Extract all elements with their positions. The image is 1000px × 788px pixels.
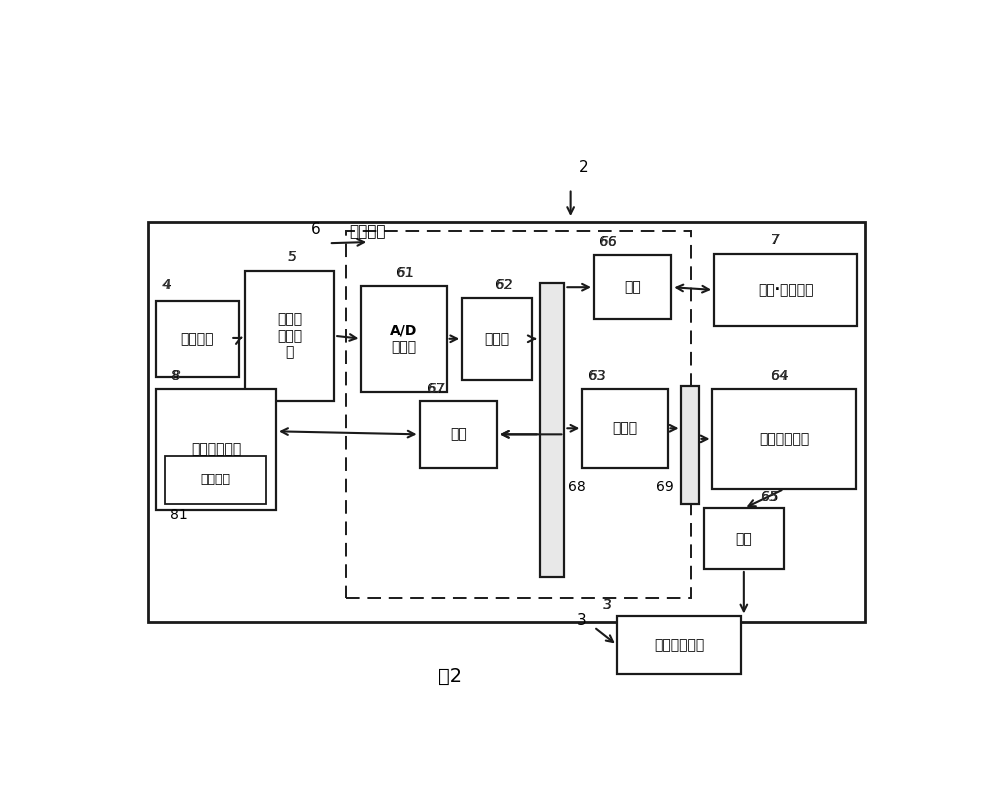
Text: 64: 64 — [771, 369, 788, 383]
Text: 控制器: 控制器 — [612, 422, 637, 435]
Text: 3: 3 — [576, 613, 586, 628]
Text: 图2: 图2 — [438, 667, 463, 686]
Text: 67: 67 — [427, 382, 445, 396]
Bar — [462, 298, 532, 380]
Text: 接口: 接口 — [624, 281, 641, 294]
Text: 69: 69 — [656, 480, 674, 494]
Text: 65: 65 — [761, 490, 778, 504]
Text: 3: 3 — [603, 597, 612, 611]
Bar — [165, 455, 266, 504]
Text: A/D
转换器: A/D 转换器 — [390, 324, 418, 354]
Text: 66: 66 — [599, 236, 617, 249]
Text: 7: 7 — [771, 233, 779, 247]
Text: 66: 66 — [599, 236, 617, 249]
Text: 67: 67 — [427, 382, 445, 396]
Text: 63: 63 — [588, 369, 605, 383]
Text: 3: 3 — [603, 597, 612, 611]
Text: 8: 8 — [172, 369, 180, 383]
Text: 数据处理装置: 数据处理装置 — [654, 638, 704, 652]
Text: 流体设备: 流体设备 — [201, 474, 231, 486]
Text: 8: 8 — [172, 369, 180, 383]
Text: 5: 5 — [288, 251, 296, 265]
Text: 6: 6 — [311, 222, 321, 237]
Bar — [361, 286, 447, 392]
Text: 65: 65 — [761, 490, 778, 504]
Bar — [148, 222, 865, 623]
Text: 62: 62 — [495, 277, 513, 292]
Text: 62: 62 — [495, 277, 513, 292]
Text: 接口: 接口 — [450, 427, 467, 441]
Bar — [617, 616, 741, 674]
Text: 61: 61 — [396, 266, 414, 280]
Bar — [540, 283, 564, 577]
Bar — [681, 386, 698, 504]
Text: 68: 68 — [568, 480, 586, 494]
Text: 7: 7 — [771, 233, 779, 247]
Bar — [582, 388, 668, 468]
Text: 4: 4 — [162, 277, 171, 292]
Bar — [712, 388, 856, 489]
Text: 接口: 接口 — [735, 532, 752, 546]
Text: 模拟信
号处理
器: 模拟信 号处理 器 — [277, 313, 302, 359]
Text: 数据分析单元: 数据分析单元 — [759, 432, 809, 446]
Bar — [704, 508, 784, 569]
Bar — [714, 254, 857, 326]
Bar — [156, 301, 239, 377]
Text: 演算器: 演算器 — [484, 332, 510, 346]
Text: 2: 2 — [578, 160, 588, 175]
Bar — [346, 231, 691, 598]
Text: 微机部分: 微机部分 — [350, 224, 386, 239]
Text: 81: 81 — [170, 508, 188, 522]
Text: 64: 64 — [771, 369, 788, 383]
Bar — [594, 255, 671, 319]
Text: 检测部分: 检测部分 — [181, 332, 214, 346]
Bar — [420, 401, 497, 468]
Bar — [245, 270, 334, 401]
Text: 5: 5 — [288, 251, 297, 265]
Text: 61: 61 — [396, 266, 414, 280]
Bar — [156, 388, 276, 510]
Text: 4: 4 — [162, 277, 171, 292]
Text: 显示·操作部分: 显示·操作部分 — [758, 283, 813, 297]
Text: 装置机械部分: 装置机械部分 — [191, 443, 241, 456]
Text: 63: 63 — [588, 369, 605, 383]
